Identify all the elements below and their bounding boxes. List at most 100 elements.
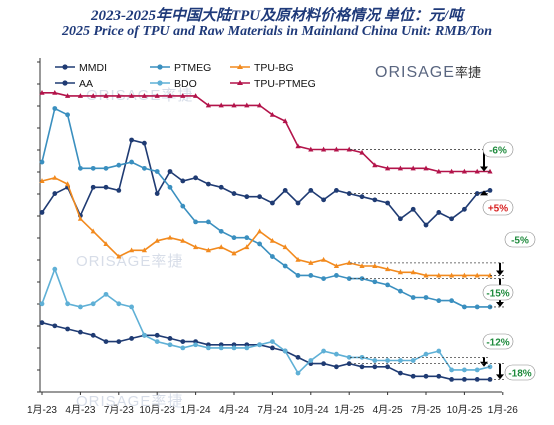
data-point-tpu-bg: [257, 228, 263, 234]
annotation-label: -5%: [511, 236, 529, 247]
data-point-bdo: [39, 301, 45, 307]
data-point-tpu-ptmeg: [423, 165, 429, 171]
data-point-mmdi: [270, 200, 275, 206]
data-point-tpu-ptmeg: [257, 102, 263, 108]
data-point-tpu-ptmeg: [103, 93, 109, 98]
data-point-mmdi: [385, 200, 390, 206]
data-point-mmdi: [142, 140, 147, 146]
data-point-tpu-bg: [244, 244, 250, 250]
data-point-tpu-ptmeg: [461, 168, 467, 174]
annotation-box: [482, 333, 514, 350]
data-point-bdo: [218, 345, 224, 351]
data-point-tpu-ptmeg: [129, 93, 135, 98]
data-point-tpu-ptmeg: [308, 146, 314, 152]
x-tick-label: 10月-23: [139, 404, 175, 416]
x-tick-label: 1月-26: [488, 404, 518, 416]
annotation-box: [504, 364, 536, 381]
data-point-ptmeg: [270, 254, 275, 259]
annotation-box: [482, 141, 514, 158]
annotation-arrowhead: [496, 270, 504, 276]
data-point-tpu-bg: [487, 272, 493, 278]
data-point-aa: [39, 320, 45, 326]
data-point-tpu-bg: [346, 260, 352, 265]
data-point-tpu-bg: [90, 228, 96, 234]
data-point-mmdi: [321, 197, 326, 203]
data-point-mmdi: [167, 169, 173, 174]
data-point-aa: [423, 373, 429, 379]
data-point-aa: [359, 364, 365, 370]
annotation-label: -18%: [508, 369, 531, 380]
data-point-bdo: [372, 358, 378, 363]
data-point-tpu-bg: [321, 256, 327, 262]
data-point-aa: [103, 339, 109, 344]
data-point-tpu-bg: [436, 272, 442, 278]
data-point-tpu-bg: [52, 175, 58, 180]
data-point-ptmeg: [180, 203, 186, 209]
legend-label-tpu-bg: TPU-BG: [254, 62, 294, 74]
data-point-mmdi: [218, 184, 224, 190]
data-point-ptmeg: [129, 159, 135, 165]
data-point-bdo: [52, 266, 58, 272]
data-point-bdo: [78, 304, 83, 310]
data-point-bdo: [282, 348, 288, 354]
data-point-bdo: [193, 342, 199, 348]
data-point-tpu-ptmeg: [231, 102, 237, 108]
data-point-bdo: [462, 367, 467, 373]
data-point-aa: [90, 332, 96, 338]
data-point-bdo: [270, 339, 275, 344]
annotation-arrowhead: [480, 166, 488, 172]
data-point-bdo: [103, 291, 109, 297]
data-point-aa: [78, 329, 83, 335]
data-point-mmdi: [90, 184, 96, 190]
legend-marker: [157, 80, 163, 86]
data-point-tpu-bg: [359, 263, 365, 268]
data-point-aa: [129, 336, 135, 341]
data-point-aa: [436, 373, 442, 379]
series-line-tpu-ptmeg: [42, 92, 490, 173]
data-point-tpu-bg: [231, 250, 237, 256]
data-point-tpu-bg: [167, 234, 173, 240]
annotation-label: -12%: [486, 338, 509, 349]
data-point-bdo: [180, 345, 186, 351]
data-point-tpu-ptmeg: [474, 168, 480, 174]
data-point-bdo: [129, 304, 135, 310]
data-point-tpu-ptmeg: [269, 112, 275, 117]
data-point-aa: [449, 377, 454, 382]
data-point-mmdi: [359, 194, 365, 200]
data-point-tpu-bg: [410, 269, 416, 275]
legend-label-ptmeg: PTMEG: [174, 62, 211, 74]
data-point-bdo: [410, 358, 416, 363]
data-point-ptmeg: [52, 106, 58, 111]
data-point-tpu-ptmeg: [180, 93, 186, 98]
data-point-bdo: [206, 345, 211, 351]
annotation-box: [482, 199, 514, 216]
data-point-mmdi: [398, 216, 403, 222]
data-point-aa: [167, 336, 173, 341]
data-point-aa: [270, 345, 275, 351]
annotation-box: [482, 284, 514, 301]
data-point-tpu-bg: [103, 241, 109, 246]
data-point-ptmeg: [90, 165, 96, 171]
data-point-mmdi: [129, 137, 135, 143]
data-point-aa: [385, 364, 390, 370]
legend-label-mmdi: MMDI: [79, 62, 107, 74]
data-point-bdo: [116, 301, 122, 307]
series-line-tpu-bg: [41, 176, 490, 277]
data-point-ptmeg: [154, 169, 160, 174]
data-point-tpu-ptmeg: [218, 102, 224, 108]
chart-title: 2023-2025年中国大陆TPU及原材料价格情况 单位：元/吨: [90, 8, 464, 24]
data-point-ptmeg: [167, 184, 173, 190]
data-point-aa: [462, 377, 467, 382]
data-point-bdo: [167, 342, 173, 348]
data-point-tpu-bg: [65, 181, 71, 187]
data-point-aa: [372, 364, 378, 370]
data-point-tpu-bg: [116, 253, 122, 259]
legend-label-aa: AA: [79, 78, 93, 90]
data-point-tpu-bg: [77, 215, 83, 221]
data-point-tpu-bg: [295, 256, 301, 262]
data-point-aa: [334, 364, 339, 370]
data-point-ptmeg: [78, 165, 83, 171]
legend-marker: [237, 80, 243, 85]
data-point-ptmeg: [346, 276, 352, 281]
